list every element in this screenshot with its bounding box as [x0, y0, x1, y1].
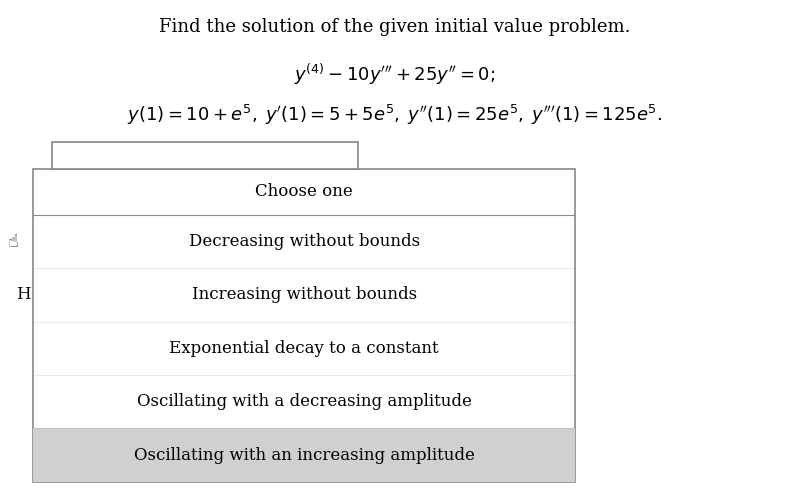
Text: Oscillating with a decreasing amplitude: Oscillating with a decreasing amplitude — [136, 393, 472, 410]
Text: $y^{(4)} - 10y''' + 25y'' = 0;$: $y^{(4)} - 10y''' + 25y'' = 0;$ — [294, 62, 495, 87]
FancyBboxPatch shape — [53, 142, 358, 169]
Text: Increasing without bounds: Increasing without bounds — [192, 286, 417, 304]
FancyBboxPatch shape — [33, 428, 575, 482]
Text: $y(1) = 10 + e^5, \; y'(1) = 5 + 5e^5, \; y''(1) = 25e^5, \; y'''(1) = 125e^5.$: $y(1) = 10 + e^5, \; y'(1) = 5 + 5e^5, \… — [127, 103, 662, 127]
Text: Oscillating with an increasing amplitude: Oscillating with an increasing amplitude — [133, 447, 474, 464]
Text: Find the solution of the given initial value problem.: Find the solution of the given initial v… — [159, 19, 630, 37]
FancyBboxPatch shape — [33, 169, 575, 482]
Text: Choose one: Choose one — [255, 183, 353, 201]
Text: ☝: ☝ — [8, 233, 19, 250]
Text: Exponential decay to a constant: Exponential decay to a constant — [170, 340, 439, 357]
Text: H: H — [16, 286, 31, 304]
Text: Decreasing without bounds: Decreasing without bounds — [189, 233, 420, 250]
